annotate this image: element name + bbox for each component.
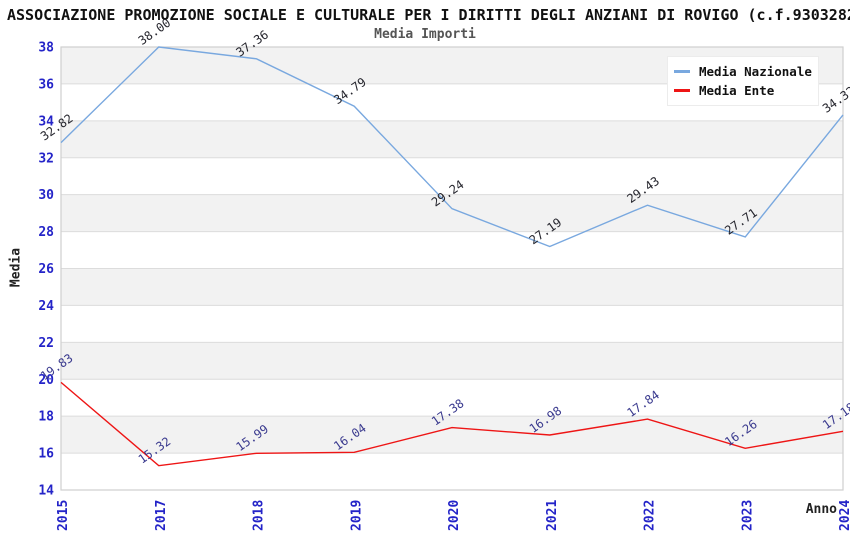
y-tick-label: 30 [38, 188, 54, 203]
y-tick-label: 28 [38, 225, 54, 240]
y-tick-label: 14 [38, 484, 54, 499]
series-line-1 [60, 381, 844, 467]
chart-subtitle: Media Importi [374, 27, 476, 42]
x-tick-label: 2022 [643, 500, 658, 531]
x-tick-label: 2019 [349, 500, 364, 531]
legend-label-ente: Media Ente [699, 83, 775, 98]
value-label: 17.84 [624, 388, 662, 420]
page-title: ASSOCIAZIONE PROMOZIONE SOCIALE E CULTUR… [7, 6, 850, 24]
value-label: 34.32 [820, 84, 850, 116]
x-tick-label: 2023 [740, 500, 755, 531]
y-tick-label: 24 [38, 299, 54, 314]
plot-band [61, 268, 843, 306]
y-tick-label: 34 [38, 114, 54, 129]
y-tick-label: 26 [38, 262, 54, 277]
y-axis-title: Media [8, 247, 24, 288]
legend-item-media-nazionale: Media Nazionale [674, 62, 812, 81]
legend-label-nazionale: Media Nazionale [699, 64, 812, 79]
y-tick-label: 22 [38, 336, 54, 351]
y-tick-label: 16 [38, 447, 54, 462]
x-tick-label: 2024 [838, 500, 850, 531]
legend-line-swatch-nazionale [674, 70, 690, 73]
series-line-0 [60, 46, 844, 248]
plot-band [61, 120, 843, 158]
x-tick-label: 2015 [56, 500, 71, 531]
y-tick-label: 32 [38, 151, 54, 166]
legend-line-swatch-ente [674, 89, 690, 92]
plot-frame [60, 46, 844, 491]
value-label: 38.00 [136, 16, 174, 48]
x-axis-title: Anno [805, 502, 837, 517]
plot-band [61, 416, 843, 454]
x-tick-label: 2018 [252, 500, 267, 531]
plot-band [61, 342, 843, 380]
y-tick-label: 38 [38, 41, 54, 56]
x-tick-label: 2017 [154, 500, 169, 531]
y-tick-label: 20 [38, 373, 54, 388]
x-tick-label: 2020 [447, 500, 462, 531]
x-tick-label: 2021 [545, 500, 560, 531]
legend-item-media-ente: Media Ente [674, 81, 812, 100]
plot-band [61, 194, 843, 232]
y-tick-label: 18 [38, 410, 54, 425]
y-tick-label: 36 [38, 77, 54, 92]
chart-legend: Media Nazionale Media Ente [668, 57, 818, 105]
